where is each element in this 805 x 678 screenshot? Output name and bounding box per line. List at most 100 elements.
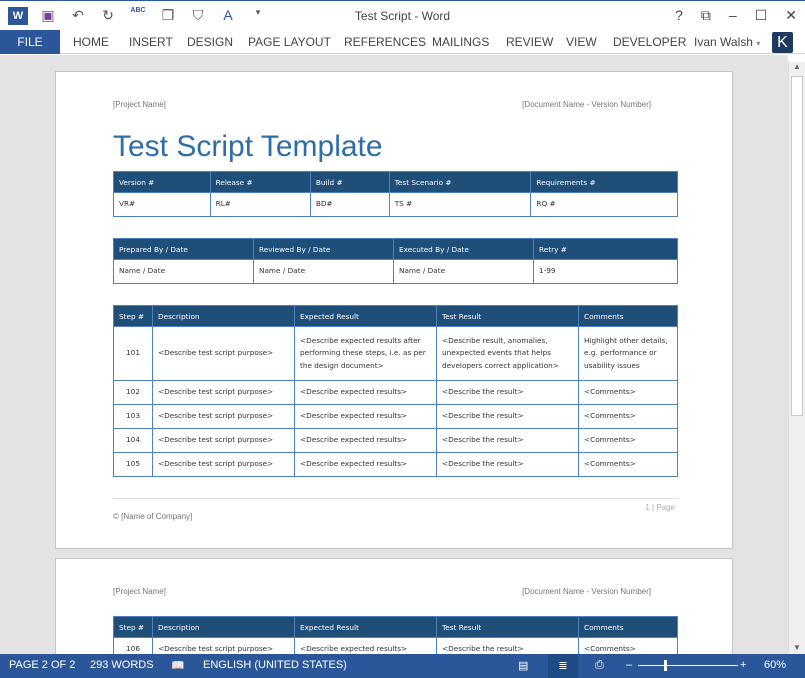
- scroll-down-icon[interactable]: ▼: [793, 643, 801, 652]
- comments-cell[interactable]: <Comments>: [578, 380, 678, 405]
- test-result-cell[interactable]: <Describe the result>: [436, 428, 579, 453]
- expected-result-cell[interactable]: <Describe expected results>: [294, 380, 437, 405]
- people-table: Prepared By / Date Reviewed By / Date Exec…: [113, 238, 678, 284]
- cell[interactable]: Name / Date: [113, 259, 254, 284]
- expected-result-cell[interactable]: <Describe expected results>: [294, 428, 437, 453]
- step-number[interactable]: 103: [113, 404, 153, 429]
- title-bar: W ▣ ↶ ↻ ABC ❐ ⛉ A ▾ Test Script - Word ?…: [0, 0, 805, 30]
- web-layout-icon[interactable]: ⎙: [595, 659, 604, 671]
- scroll-up-icon[interactable]: ▲: [793, 62, 801, 71]
- test-result-cell[interactable]: <Describe the result>: [436, 380, 579, 405]
- customize-qat-icon[interactable]: ▾: [255, 7, 261, 17]
- steps-table: Step # Description Expected Result Test Res…: [113, 305, 678, 477]
- expected-result-cell[interactable]: <Describe expected results after perform…: [294, 326, 437, 381]
- col-header: Build #: [309, 171, 390, 193]
- read-mode-icon[interactable]: ▤: [518, 660, 529, 672]
- test-result-cell[interactable]: <Describe the result>: [436, 404, 579, 429]
- ribbon-tabs: FILE HOME INSERT DESIGN PAGE LAYOUT REFE…: [0, 30, 805, 54]
- zoom-in-icon[interactable]: +: [740, 659, 747, 671]
- description-cell[interactable]: <Describe test script purpose>: [152, 326, 295, 381]
- undo-icon[interactable]: ↶: [72, 7, 84, 23]
- cell[interactable]: Name / Date: [253, 259, 394, 284]
- test-result-cell[interactable]: <Describe result, anomalies, unexpected …: [436, 326, 579, 381]
- col-header: Release #: [209, 171, 311, 193]
- col-header: Step #: [113, 305, 153, 327]
- maximize-icon[interactable]: ☐: [754, 7, 768, 23]
- font-color-icon[interactable]: A: [223, 7, 233, 23]
- tab-developer[interactable]: DEVELOPER: [613, 35, 687, 49]
- col-header: Prepared By / Date: [113, 238, 254, 260]
- test-result-cell[interactable]: <Describe the result>: [436, 452, 579, 477]
- description-cell[interactable]: <Describe test script purpose>: [152, 404, 295, 429]
- col-header: Reviewed By / Date: [253, 238, 394, 260]
- page-count[interactable]: PAGE 2 OF 2: [9, 659, 76, 671]
- description-cell[interactable]: <Describe test script purpose>: [152, 452, 295, 477]
- word-logo-icon: W: [8, 7, 28, 25]
- comment-icon[interactable]: ⛉: [192, 7, 204, 23]
- zoom-out-icon[interactable]: –: [626, 659, 633, 671]
- tab-view[interactable]: VIEW: [566, 35, 597, 49]
- tab-file[interactable]: FILE: [0, 30, 60, 54]
- redo-icon[interactable]: ↻: [102, 7, 114, 23]
- expected-result-cell[interactable]: <Describe expected results>: [294, 404, 437, 429]
- cell[interactable]: RL#: [209, 192, 311, 217]
- step-number[interactable]: 102: [113, 380, 153, 405]
- zoom-slider-thumb[interactable]: [664, 660, 668, 671]
- col-header: Comments: [578, 305, 678, 327]
- document-icon[interactable]: ❐: [161, 7, 175, 23]
- quick-access-toolbar: W ▣ ↶ ↻ ABC ❐ ⛉ A ▾: [8, 7, 268, 25]
- spelling-icon[interactable]: ABC: [130, 7, 146, 14]
- comments-cell[interactable]: Highlight other details, e.g. performanc…: [578, 326, 678, 381]
- proofing-icon[interactable]: 📖: [171, 660, 185, 672]
- language[interactable]: ENGLISH (UNITED STATES): [203, 659, 347, 671]
- document-area: [Project Name] [Document Name - Version …: [0, 55, 788, 678]
- word-count[interactable]: 293 WORDS: [90, 659, 154, 671]
- zoom-slider[interactable]: [638, 660, 738, 671]
- scrollbar-thumb[interactable]: [791, 76, 803, 416]
- comments-cell[interactable]: <Comments>: [578, 428, 678, 453]
- version-table: Version # Release # Build # Test Scenario #…: [113, 171, 678, 217]
- header-document-name: [Document Name - Version Number]: [522, 587, 651, 596]
- minimize-icon[interactable]: –: [728, 7, 737, 23]
- description-cell[interactable]: <Describe test script purpose>: [152, 428, 295, 453]
- tab-insert[interactable]: INSERT: [129, 35, 173, 49]
- cell[interactable]: VR#: [113, 192, 211, 217]
- cell[interactable]: RQ #: [530, 192, 678, 217]
- cell[interactable]: 1-99: [533, 259, 678, 284]
- help-icon[interactable]: ?: [675, 7, 683, 23]
- tab-design[interactable]: DESIGN: [187, 35, 234, 49]
- col-header: Test Result: [436, 305, 579, 327]
- cell[interactable]: BD#: [309, 192, 390, 217]
- col-header: Test Result: [436, 616, 579, 638]
- header-document-name: [Document Name - Version Number]: [522, 100, 651, 109]
- tab-references[interactable]: REFERENCES: [344, 35, 427, 49]
- cell[interactable]: TS #: [388, 192, 532, 217]
- cell[interactable]: Name / Date: [393, 259, 534, 284]
- vertical-scrollbar[interactable]: ▲ ▼: [788, 62, 805, 654]
- tab-review[interactable]: REVIEW: [506, 35, 554, 49]
- col-header: Step #: [113, 616, 153, 638]
- step-number[interactable]: 105: [113, 452, 153, 477]
- zoom-level[interactable]: 60%: [764, 659, 787, 671]
- step-number[interactable]: 101: [113, 326, 153, 381]
- col-header: Requirements #: [530, 171, 678, 193]
- comments-cell[interactable]: <Comments>: [578, 404, 678, 429]
- page-number: 1 | Page: [645, 503, 675, 512]
- expected-result-cell[interactable]: <Describe expected results>: [294, 452, 437, 477]
- col-header: Comments: [578, 616, 678, 638]
- tab-mailings[interactable]: MAILINGS: [432, 35, 490, 49]
- avatar[interactable]: K: [772, 32, 793, 53]
- col-header: Description: [152, 305, 295, 327]
- close-icon[interactable]: ✕: [785, 7, 797, 23]
- comments-cell[interactable]: <Comments>: [578, 452, 678, 477]
- save-icon[interactable]: ▣: [41, 7, 55, 23]
- ribbon-display-icon[interactable]: ⧉: [700, 7, 711, 23]
- user-account[interactable]: Ivan Walsh ▾: [694, 30, 760, 56]
- description-cell[interactable]: <Describe test script purpose>: [152, 380, 295, 405]
- header-project-name: [Project Name]: [113, 100, 166, 109]
- header-project-name: [Project Name]: [113, 587, 166, 596]
- tab-home[interactable]: HOME: [73, 35, 109, 49]
- step-number[interactable]: 104: [113, 428, 153, 453]
- tab-page-layout[interactable]: PAGE LAYOUT: [248, 35, 331, 49]
- print-layout-icon[interactable]: ≣: [548, 654, 578, 678]
